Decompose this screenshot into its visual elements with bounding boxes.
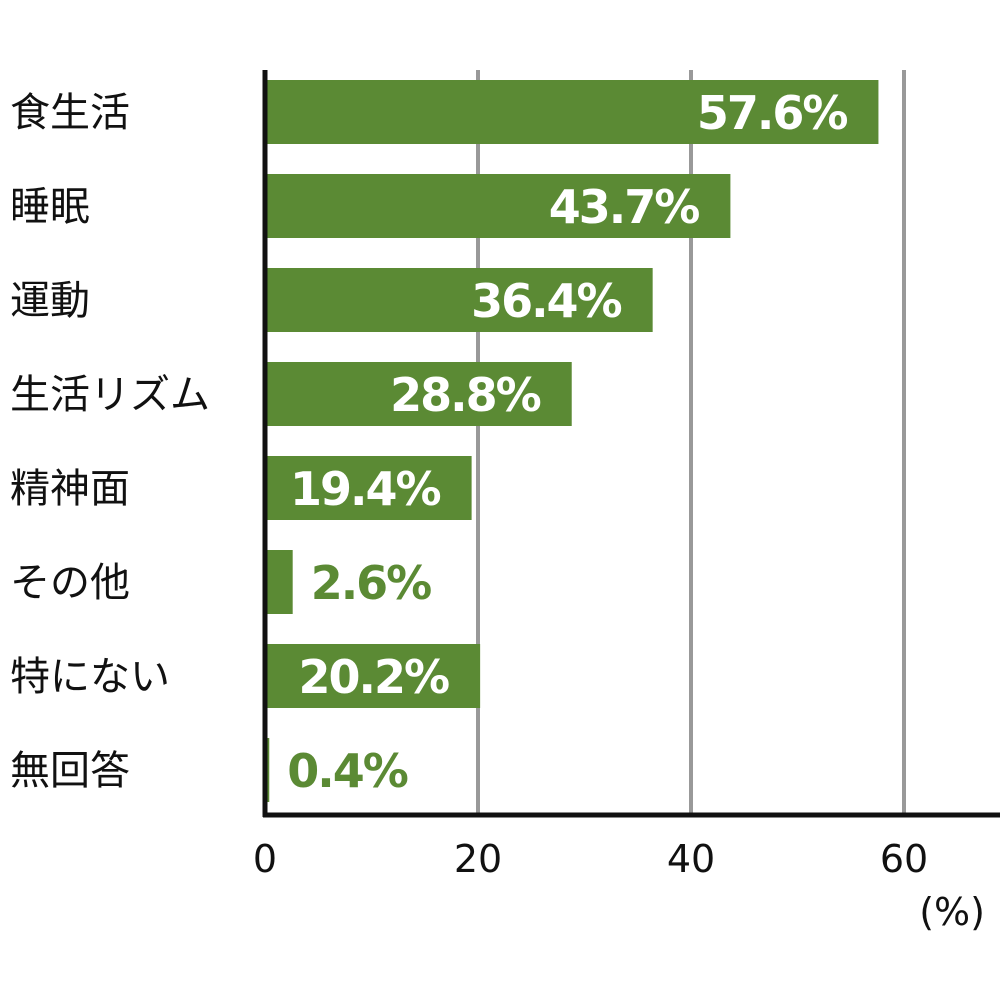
bar-1 bbox=[265, 80, 879, 144]
category-label-6: その他 bbox=[10, 560, 130, 606]
value-label-3: 36.4% bbox=[471, 274, 621, 328]
category-label-2: 睡眠 bbox=[10, 184, 90, 230]
category-label-5: 精神面 bbox=[10, 466, 130, 512]
bar-7 bbox=[265, 644, 481, 708]
value-label-6: 2.6% bbox=[311, 556, 431, 610]
value-label-8: 0.4% bbox=[287, 744, 407, 798]
category-label-4: 生活リズム bbox=[10, 372, 210, 418]
x-tick-label-20: 20 bbox=[454, 837, 502, 881]
bar-2 bbox=[265, 174, 731, 238]
x-axis-unit: (%) bbox=[919, 890, 985, 934]
value-label-7: 20.2% bbox=[299, 650, 449, 704]
bar-5 bbox=[265, 456, 472, 520]
bar-4 bbox=[265, 362, 572, 426]
category-label-7: 特にない bbox=[10, 654, 170, 700]
value-label-1: 57.6% bbox=[697, 86, 847, 140]
category-label-1: 食生活 bbox=[10, 90, 130, 136]
bar-6 bbox=[265, 550, 293, 614]
x-tick-label-40: 40 bbox=[667, 837, 715, 881]
value-label-5: 19.4% bbox=[290, 462, 440, 516]
value-label-2: 43.7% bbox=[549, 180, 699, 234]
x-tick-label-0: 0 bbox=[253, 837, 277, 881]
category-label-8: 無回答 bbox=[10, 748, 130, 794]
category-label-3: 運動 bbox=[10, 278, 90, 324]
x-tick-label-60: 60 bbox=[880, 837, 928, 881]
bar-3 bbox=[265, 268, 653, 332]
value-label-4: 28.8% bbox=[390, 368, 540, 422]
bar-layer: 57.6% 43.7% 36.4% 28.8% 19.4% 2.6% 20.2% 0.4% bbox=[265, 80, 879, 802]
